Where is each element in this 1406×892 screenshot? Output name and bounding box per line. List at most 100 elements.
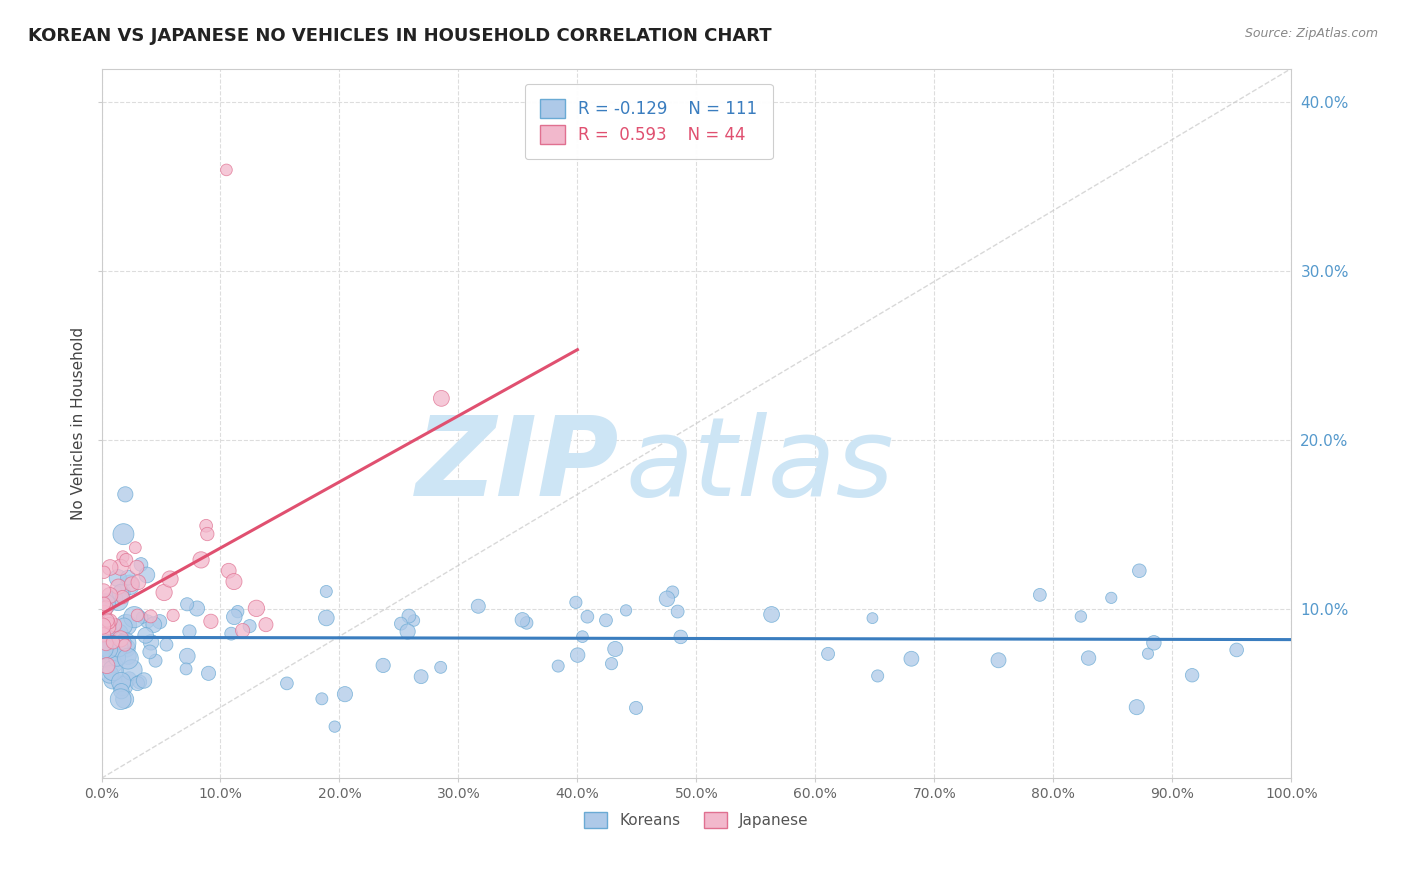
Point [96,614,118,628]
Point [1070,609,1092,624]
Point [624,701,647,715]
Point [430,392,453,406]
Point [218,564,240,578]
Point [115,553,138,567]
Point [1077,651,1099,665]
Text: Source: ZipAtlas.com: Source: ZipAtlas.com [1244,27,1378,40]
Point [311,691,333,706]
Point [149,615,172,629]
Point [114,636,136,650]
Point [96,650,118,665]
Point [114,487,136,501]
Point [97,620,120,634]
Point [111,679,134,693]
Point [139,635,162,649]
Point [93,597,115,611]
Point [101,673,124,687]
Point [117,649,139,664]
Point [110,586,132,600]
Point [239,619,262,633]
Point [111,590,134,604]
Point [1099,591,1122,605]
Point [124,541,146,555]
Point [195,518,218,533]
Point [112,635,135,649]
Point [402,614,425,628]
Point [104,591,127,605]
Point [136,615,159,629]
Point [900,652,922,666]
Point [1181,668,1204,682]
Point [112,619,135,633]
Point [107,626,129,640]
Point [153,585,176,599]
Point [94,597,117,611]
Point [159,572,181,586]
Point [190,553,212,567]
Point [98,616,121,631]
Point [128,675,150,690]
Point [98,614,121,628]
Point [224,610,246,624]
Point [195,527,218,541]
Point [97,642,120,657]
Point [655,591,678,606]
Point [398,609,420,624]
Point [1226,643,1249,657]
Point [373,658,395,673]
Point [761,607,783,622]
Point [565,595,588,609]
Point [93,606,115,620]
Point [176,649,198,664]
Point [110,560,132,574]
Point [226,605,249,619]
Point [174,662,197,676]
Point [98,589,121,603]
Point [96,658,118,673]
Point [125,560,148,574]
Point [200,615,222,629]
Point [93,645,115,659]
Point [135,628,157,642]
Point [467,599,489,614]
Point [93,628,115,642]
Point [145,654,167,668]
Point [547,659,569,673]
Point [232,624,254,638]
Point [107,593,129,607]
Point [117,651,139,665]
Point [1128,564,1150,578]
Point [512,613,534,627]
Point [114,692,136,706]
Point [127,575,149,590]
Point [254,617,277,632]
Point [142,617,165,632]
Text: atlas: atlas [626,412,894,519]
Point [115,641,138,656]
Point [112,527,135,541]
Point [115,618,138,632]
Point [1143,636,1166,650]
Point [176,597,198,611]
Point [101,635,124,649]
Point [100,620,122,634]
Point [107,580,129,594]
Point [245,601,267,615]
Point [101,664,124,678]
Point [315,611,337,625]
Point [110,692,132,706]
Point [139,609,162,624]
Point [122,610,145,624]
Point [105,650,128,665]
Point [103,657,125,671]
Point [1029,588,1052,602]
Point [94,637,117,651]
Point [595,613,617,627]
Point [197,666,219,681]
Point [1125,700,1147,714]
Point [110,632,132,646]
Point [179,624,201,639]
Point [333,687,356,701]
Point [571,630,593,644]
Point [429,660,451,674]
